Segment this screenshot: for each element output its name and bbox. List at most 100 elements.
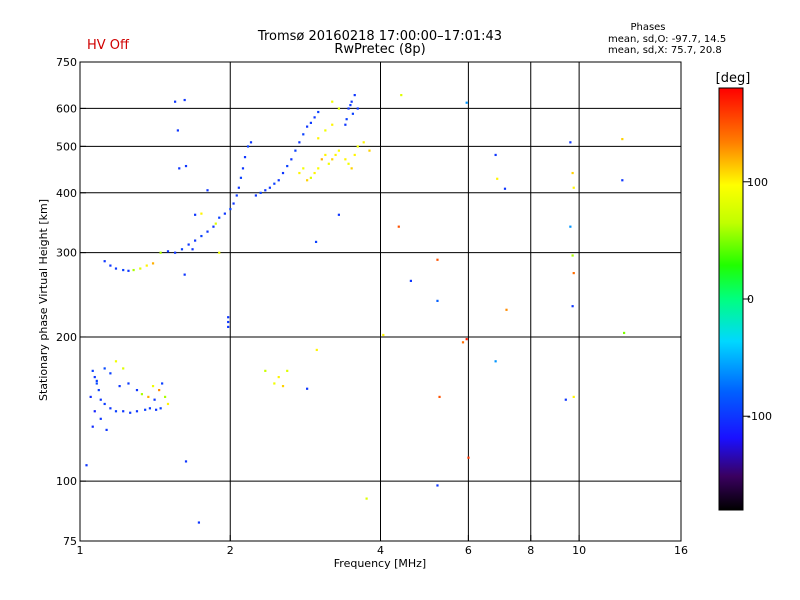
data-point [337, 107, 341, 110]
data-point [109, 264, 112, 267]
data-point [621, 179, 624, 182]
title-line-1: Tromsø 20160218 17:00:00–17:01:43 [257, 29, 502, 44]
y-tick-label: 400 [56, 187, 77, 200]
data-point [306, 387, 309, 390]
data-point [183, 273, 186, 276]
data-point [353, 93, 356, 97]
data-point [93, 375, 96, 379]
data-point [281, 384, 285, 388]
data-point [268, 186, 271, 189]
data-point [317, 137, 320, 140]
y-tick-label: 200 [56, 331, 77, 344]
y-tick-label: 75 [63, 535, 77, 548]
data-point [85, 464, 88, 467]
data-point [95, 382, 98, 385]
data-point [218, 251, 221, 254]
data-point [397, 225, 400, 228]
data-point [176, 129, 179, 132]
data-point [320, 158, 323, 161]
data-point [436, 484, 439, 487]
data-point [571, 305, 574, 308]
data-point [344, 158, 347, 161]
y-tick-label: 300 [56, 247, 77, 260]
data-point [218, 216, 221, 219]
data-point [356, 107, 359, 110]
data-point [184, 460, 188, 463]
data-point [158, 388, 161, 392]
data-point [286, 164, 289, 168]
data-point [569, 225, 572, 228]
x-tick-label: 16 [674, 544, 688, 557]
data-point [132, 268, 135, 272]
data-point [178, 167, 181, 170]
data-point [461, 341, 465, 344]
data-point [135, 388, 139, 392]
y-tick-label: 750 [56, 56, 77, 69]
data-point [259, 191, 262, 194]
data-point [163, 395, 167, 399]
data-point [249, 141, 253, 144]
data-point [313, 116, 316, 119]
data-point [324, 153, 327, 157]
data-point [347, 162, 350, 165]
data-point [331, 123, 334, 126]
data-point [148, 407, 152, 410]
data-point [151, 384, 155, 388]
data-point [400, 93, 403, 97]
data-point [200, 234, 203, 238]
data-point [173, 251, 177, 254]
data-point [214, 222, 217, 225]
x-tick-label: 4 [377, 544, 384, 557]
y-tick-label: 100 [56, 475, 77, 488]
data-point [95, 379, 98, 382]
data-point [315, 348, 318, 352]
data-point [91, 425, 94, 428]
data-point [438, 395, 441, 399]
data-point [337, 213, 341, 216]
data-point [122, 367, 125, 370]
data-point [194, 213, 197, 216]
x-tick-label: 6 [465, 544, 472, 557]
data-point [313, 171, 316, 175]
data-points [85, 93, 626, 524]
data-point [241, 167, 245, 170]
data-point [89, 395, 92, 399]
colorbar-tick-label: -100 [747, 410, 772, 423]
data-point [621, 137, 624, 141]
data-point [127, 382, 130, 385]
data-point [166, 250, 170, 253]
data-point [103, 402, 106, 406]
data-point [436, 299, 439, 302]
axis-ticks: 1 2 4 6 8 10 16 75 100 200 300 400 500 600 750 [56, 56, 688, 557]
data-point [572, 395, 575, 399]
data-point [572, 271, 575, 275]
data-point [317, 167, 320, 170]
data-point [344, 123, 347, 126]
data-point [93, 410, 96, 413]
data-point [327, 162, 330, 165]
data-point [571, 254, 574, 257]
data-point [109, 407, 112, 410]
data-point [97, 388, 100, 392]
data-point [351, 112, 354, 115]
data-point [494, 360, 497, 363]
data-point [494, 153, 497, 157]
data-point [309, 121, 312, 124]
data-point [223, 212, 226, 215]
data-point [129, 411, 132, 414]
data-point [145, 264, 148, 267]
data-point [139, 267, 142, 270]
data-point [264, 369, 267, 372]
data-point [109, 372, 112, 375]
data-point [277, 375, 280, 379]
colorbar-tick-label: 0 [747, 293, 754, 306]
data-point [572, 186, 575, 189]
data-point [127, 269, 130, 272]
data-point [264, 189, 267, 192]
data-point [114, 267, 118, 270]
data-point [309, 176, 312, 179]
data-point [281, 171, 285, 175]
data-point [465, 338, 468, 341]
data-point [569, 141, 572, 144]
